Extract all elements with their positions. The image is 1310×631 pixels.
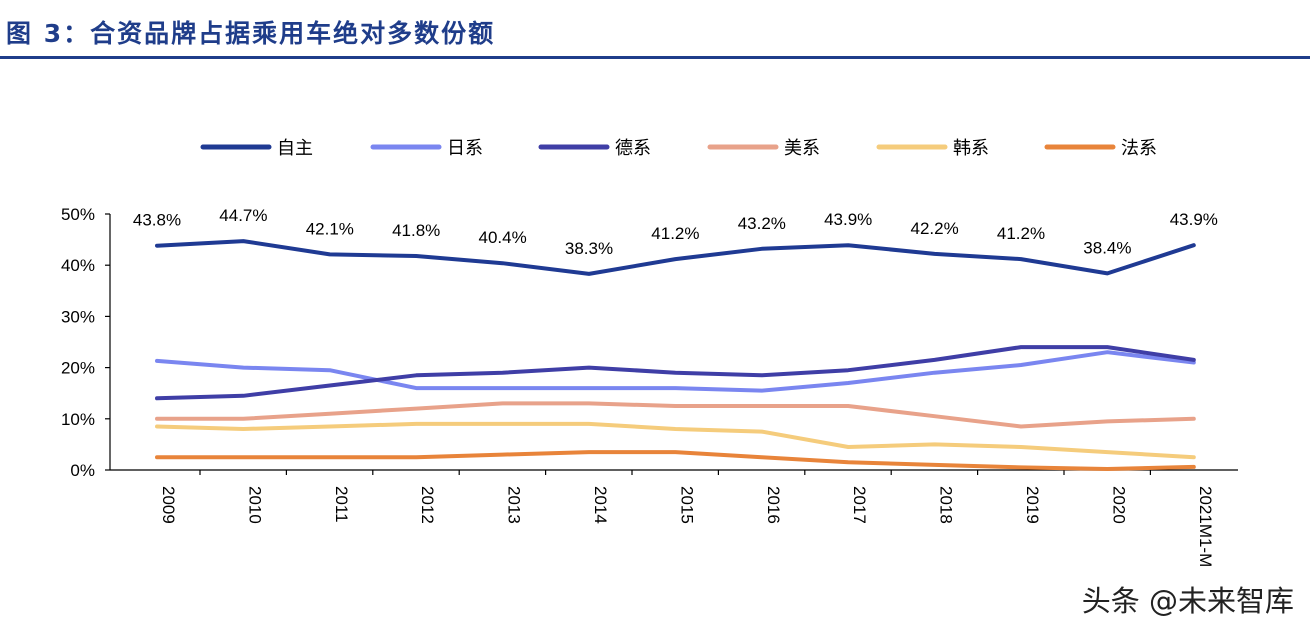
figure-header: 图 3：合资品牌占据乘用车绝对多数份额 xyxy=(0,0,1310,60)
legend-label: 日系 xyxy=(447,138,483,159)
data-label: 41.2% xyxy=(997,224,1045,243)
series-line-德系 xyxy=(155,345,1196,401)
series-line-日系 xyxy=(155,350,1196,393)
y-tick-label: 40% xyxy=(61,256,95,275)
y-tick-label: 0% xyxy=(70,461,95,480)
figure-title: 图 3：合资品牌占据乘用车绝对多数份额 xyxy=(6,19,496,48)
x-tick-label: 2011 xyxy=(332,486,351,523)
series-line-法系 xyxy=(155,450,1196,471)
data-label: 43.9% xyxy=(1170,210,1218,229)
data-label: 42.2% xyxy=(910,219,958,238)
data-label: 43.8% xyxy=(133,211,181,230)
legend-label: 德系 xyxy=(615,138,651,159)
legend-label: 韩系 xyxy=(953,138,989,159)
line-chart: 0% 10% 20% 30% 40% 50% 2009 2010 2011 2012 2013 201… xyxy=(61,138,1238,567)
x-tick-label: 2009 xyxy=(159,486,178,524)
x-tick-label: 2013 xyxy=(505,486,524,524)
x-tick-label: 2020 xyxy=(1109,486,1128,524)
data-label: 38.4% xyxy=(1083,238,1131,257)
legend-label: 法系 xyxy=(1121,138,1157,159)
x-tick-label: 2014 xyxy=(591,486,610,524)
data-label: 40.4% xyxy=(478,228,526,247)
x-tick-label: 2010 xyxy=(245,486,264,524)
series-line-美系 xyxy=(155,401,1196,429)
x-tick-label: 2021M1-M xyxy=(1196,486,1215,567)
y-tick-label: 50% xyxy=(61,205,95,224)
data-label: 44.7% xyxy=(219,206,267,225)
legend-label: 自主 xyxy=(277,138,313,159)
x-tick-label: 2016 xyxy=(764,486,783,524)
legend-label: 美系 xyxy=(784,138,820,159)
watermark-text: 头条 @未来智库 xyxy=(1081,584,1294,618)
data-label: 42.1% xyxy=(306,219,354,238)
data-label: 43.9% xyxy=(824,210,872,229)
x-tick-label: 2012 xyxy=(418,486,437,524)
series-line-韩系 xyxy=(155,421,1196,460)
x-tick-label: 2017 xyxy=(850,486,869,524)
data-label: 43.2% xyxy=(738,214,786,233)
x-tick-label: 2019 xyxy=(1023,486,1042,524)
x-tick-label: 2015 xyxy=(677,486,696,524)
data-label: 41.2% xyxy=(651,224,699,243)
series-line-自主 xyxy=(155,239,1196,276)
data-label: 38.3% xyxy=(565,239,613,258)
title-underline xyxy=(0,56,1310,59)
y-tick-label: 30% xyxy=(61,307,95,326)
y-tick-label: 10% xyxy=(61,410,95,429)
data-label: 41.8% xyxy=(392,221,440,240)
x-tick-label: 2018 xyxy=(937,486,956,524)
y-tick-label: 20% xyxy=(61,359,95,378)
